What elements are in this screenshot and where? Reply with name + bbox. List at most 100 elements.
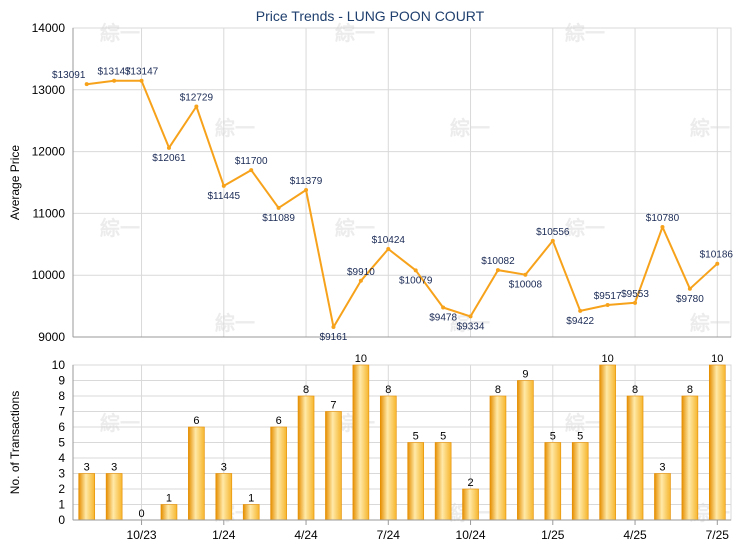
count-y-tick-label: 3 bbox=[58, 467, 65, 481]
transaction-bar bbox=[160, 504, 178, 521]
price-data-label: $11089 bbox=[262, 213, 295, 224]
x-tick-label: 10/24 bbox=[456, 528, 486, 542]
transaction-count-label: 8 bbox=[687, 384, 693, 396]
price-data-label: $10424 bbox=[372, 235, 406, 246]
transaction-bar bbox=[297, 395, 315, 521]
price-data-label: $13147 bbox=[97, 67, 131, 78]
transaction-bar bbox=[571, 442, 589, 521]
watermark: 綜一 bbox=[335, 21, 375, 45]
price-point bbox=[194, 104, 199, 109]
price-data-label: $10082 bbox=[481, 256, 515, 267]
x-tick-label: 7/24 bbox=[377, 528, 401, 542]
price-point bbox=[139, 78, 144, 83]
transaction-count-label: 8 bbox=[385, 384, 391, 396]
x-tick-label: 10/23 bbox=[127, 528, 157, 542]
price-data-label: $9910 bbox=[347, 267, 375, 278]
watermark: 綜一 bbox=[690, 116, 730, 140]
transaction-bar bbox=[407, 442, 425, 521]
price-data-label: $9161 bbox=[320, 332, 348, 343]
price-point bbox=[276, 205, 281, 210]
price-point bbox=[523, 272, 528, 277]
price-data-label: $10556 bbox=[536, 227, 570, 238]
transaction-count-label: 10 bbox=[355, 353, 367, 365]
watermark: 綜一 bbox=[450, 116, 490, 140]
transaction-count-label: 6 bbox=[276, 415, 282, 427]
transaction-bar bbox=[489, 395, 507, 521]
price-data-label: $10008 bbox=[509, 280, 543, 291]
count-y-tick-label: 5 bbox=[58, 436, 65, 450]
count-y-tick-label: 4 bbox=[58, 451, 65, 465]
price-series-line bbox=[86, 79, 718, 329]
chart-title: Price Trends - LUNG POON COURT bbox=[256, 8, 485, 24]
transaction-bar bbox=[654, 473, 671, 521]
transaction-bar bbox=[379, 395, 397, 521]
transaction-bar bbox=[188, 426, 205, 521]
transaction-count-label: 1 bbox=[248, 493, 254, 505]
price-point bbox=[605, 303, 610, 308]
price-data-label: $9478 bbox=[429, 312, 457, 323]
transaction-bar bbox=[352, 364, 370, 521]
price-data-label: $9553 bbox=[621, 289, 649, 300]
price-data-label: $12729 bbox=[180, 93, 214, 104]
transaction-count-label: 3 bbox=[84, 462, 90, 474]
price-data-label: $12061 bbox=[152, 153, 186, 164]
watermark: 綜一 bbox=[690, 311, 730, 335]
transaction-count-label: 5 bbox=[550, 431, 556, 443]
transaction-count-label: 0 bbox=[138, 508, 144, 520]
transaction-bar bbox=[517, 380, 534, 521]
watermark: 綜一 bbox=[100, 411, 140, 435]
transaction-bar bbox=[462, 488, 479, 521]
price-data-label: $13147 bbox=[125, 67, 159, 78]
price-point bbox=[249, 168, 254, 173]
x-tick-label: 1/24 bbox=[212, 528, 236, 542]
count-y-tick-label: 0 bbox=[58, 513, 65, 527]
transaction-count-label: 9 bbox=[522, 369, 528, 381]
price-data-label: $11445 bbox=[207, 191, 240, 202]
transaction-count-label: 3 bbox=[659, 462, 665, 474]
transaction-count-label: 10 bbox=[602, 353, 614, 365]
count-y-tick-label: 8 bbox=[58, 389, 65, 403]
watermark: 綜一 bbox=[565, 216, 605, 240]
watermark: 綜一 bbox=[565, 21, 605, 45]
price-y-tick-label: 13000 bbox=[32, 83, 66, 97]
price-data-label: $9422 bbox=[566, 316, 594, 327]
price-data-label: $11379 bbox=[290, 176, 323, 187]
transaction-bar bbox=[215, 473, 233, 521]
price-data-label: $10079 bbox=[399, 275, 433, 286]
transaction-bar bbox=[325, 411, 342, 521]
watermark: 綜一 bbox=[335, 216, 375, 240]
price-point bbox=[112, 78, 117, 83]
count-y-tick-label: 10 bbox=[52, 358, 66, 372]
price-point bbox=[331, 325, 336, 330]
watermark: 綜一 bbox=[215, 311, 255, 335]
price-data-label: $9780 bbox=[676, 294, 704, 305]
transaction-bar bbox=[599, 364, 616, 521]
transaction-count-label: 3 bbox=[221, 462, 227, 474]
x-tick-label: 4/25 bbox=[623, 528, 647, 542]
price-point bbox=[84, 82, 89, 87]
price-data-label: $10780 bbox=[646, 213, 680, 224]
price-data-label: $9334 bbox=[457, 321, 485, 332]
price-y-tick-label: 14000 bbox=[32, 21, 66, 35]
transaction-count-label: 3 bbox=[111, 462, 117, 474]
transaction-bar bbox=[270, 426, 287, 521]
price-point bbox=[221, 183, 226, 188]
x-tick-label: 1/25 bbox=[541, 528, 565, 542]
price-point bbox=[550, 238, 555, 243]
transaction-count-label: 7 bbox=[330, 400, 336, 412]
transaction-bar bbox=[105, 473, 123, 521]
watermark: 綜一 bbox=[100, 21, 140, 45]
transaction-bar bbox=[242, 504, 260, 521]
price-y-tick-label: 11000 bbox=[33, 206, 66, 220]
price-point bbox=[468, 314, 473, 319]
price-y-tick-label: 10000 bbox=[32, 268, 66, 282]
price-point bbox=[413, 268, 418, 273]
watermark: 綜一 bbox=[565, 411, 605, 435]
count-y-tick-label: 6 bbox=[58, 420, 65, 434]
x-tick-label: 7/25 bbox=[706, 528, 730, 542]
watermark: 綜一 bbox=[100, 216, 140, 240]
transaction-bar bbox=[78, 473, 96, 521]
price-point bbox=[715, 261, 720, 266]
price-point bbox=[166, 145, 171, 150]
price-data-label: $10186 bbox=[700, 250, 734, 261]
